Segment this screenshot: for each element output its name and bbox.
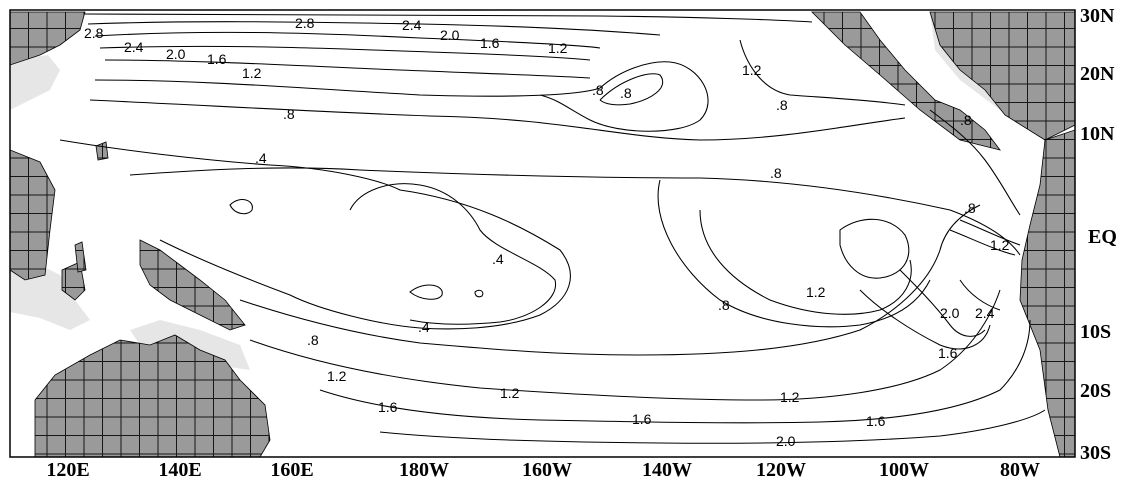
contour-label: 2.0 bbox=[940, 305, 960, 321]
x-axis-label: 100W bbox=[879, 459, 929, 481]
y-axis: 30N 20N 10N EQ 10S 20S 30S bbox=[1080, 5, 1117, 464]
contour-label: 1.2 bbox=[780, 389, 800, 405]
new-guinea-land bbox=[139, 239, 246, 331]
contour-lines bbox=[59, 13, 1046, 444]
y-axis-label: 10N bbox=[1080, 123, 1115, 145]
contour-label: .8 bbox=[776, 97, 788, 113]
x-axis-label: 180W bbox=[399, 459, 449, 481]
contour-label: 1.2 bbox=[500, 385, 520, 401]
x-axis-label: 140E bbox=[158, 459, 201, 481]
contour-label: 2.0 bbox=[166, 46, 186, 62]
contour-label: 1.6 bbox=[938, 345, 958, 361]
x-axis-label: 120W bbox=[756, 459, 806, 481]
contour-label: .4 bbox=[492, 251, 504, 267]
x-axis-label: 140W bbox=[642, 459, 692, 481]
small-island-2 bbox=[74, 241, 87, 273]
contour-label: 1.2 bbox=[327, 368, 347, 384]
contour-label: .8 bbox=[960, 112, 972, 128]
contour-label: 1.2 bbox=[548, 40, 568, 56]
contour-label: 2.4 bbox=[124, 39, 144, 55]
contour-label: 1.6 bbox=[207, 51, 227, 67]
contour-label: 1.2 bbox=[242, 65, 262, 81]
contour-label: 2.4 bbox=[402, 17, 422, 33]
y-axis-label: EQ bbox=[1088, 226, 1117, 248]
y-axis-label: 30S bbox=[1080, 442, 1111, 464]
contour-label: 1.6 bbox=[378, 399, 398, 415]
contour-label: 1.6 bbox=[480, 35, 500, 51]
contour-label: .8 bbox=[770, 165, 782, 181]
contour-label: 1.2 bbox=[990, 237, 1010, 253]
land-masses bbox=[10, 11, 1075, 457]
contour-label: 1.6 bbox=[632, 411, 652, 427]
x-axis-label: 120E bbox=[46, 459, 89, 481]
mexico-land bbox=[929, 11, 1075, 141]
contour-label: 1.2 bbox=[806, 284, 826, 300]
x-axis: 120E 140E 160E 180W 160W 140W 120W 100W … bbox=[46, 459, 1040, 481]
contour-label: 2.0 bbox=[440, 27, 460, 43]
y-axis-label: 20N bbox=[1080, 63, 1115, 85]
y-axis-label: 20S bbox=[1080, 380, 1111, 402]
contour-label: 2.8 bbox=[84, 25, 104, 41]
contour-label: .4 bbox=[255, 150, 267, 166]
x-axis-label: 80W bbox=[1000, 459, 1040, 481]
contour-label: .8 bbox=[718, 297, 730, 313]
south-america-land bbox=[1019, 129, 1075, 457]
contour-labels: 2.8 2.4 2.0 1.6 2.8 2.4 2.0 1.6 1.2 1.2 … bbox=[84, 15, 1010, 449]
contour-label: 1.2 bbox=[742, 62, 762, 78]
contour-label: 2.0 bbox=[776, 433, 796, 449]
contour-label: 1.6 bbox=[866, 413, 886, 429]
y-axis-label: 10S bbox=[1080, 321, 1111, 343]
map-frame bbox=[9, 9, 1076, 458]
y-axis-label: 30N bbox=[1080, 5, 1115, 27]
contour-label: 2.4 bbox=[975, 305, 995, 321]
contour-label: .8 bbox=[307, 332, 319, 348]
contour-label: 2.8 bbox=[295, 15, 315, 31]
contour-label: .8 bbox=[592, 82, 604, 98]
x-axis-label: 160E bbox=[270, 459, 313, 481]
contour-label: .4 bbox=[418, 319, 430, 335]
contour-label: .8 bbox=[964, 200, 976, 216]
contour-label: .8 bbox=[620, 85, 632, 101]
x-axis-label: 160W bbox=[522, 459, 572, 481]
contour-label: .8 bbox=[283, 106, 295, 122]
